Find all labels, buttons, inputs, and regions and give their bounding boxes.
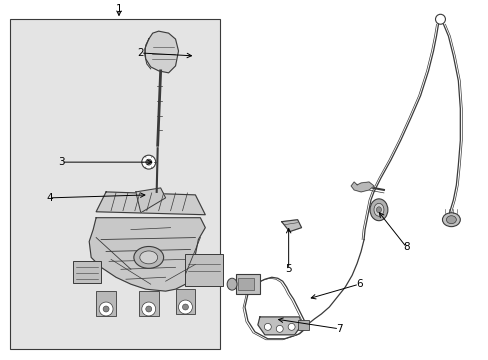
Text: 1: 1 xyxy=(116,4,122,14)
Polygon shape xyxy=(257,317,301,335)
Ellipse shape xyxy=(140,251,157,264)
Polygon shape xyxy=(350,182,373,192)
Text: 8: 8 xyxy=(403,243,409,252)
Ellipse shape xyxy=(446,216,455,224)
Circle shape xyxy=(142,302,155,316)
Polygon shape xyxy=(144,31,178,73)
Text: 4: 4 xyxy=(46,193,53,203)
Circle shape xyxy=(435,14,445,24)
Bar xyxy=(73,261,101,283)
Polygon shape xyxy=(89,218,205,291)
Text: 2: 2 xyxy=(137,48,144,58)
Circle shape xyxy=(103,306,109,312)
Bar xyxy=(297,320,309,330)
Text: 6: 6 xyxy=(355,279,362,289)
Polygon shape xyxy=(281,220,301,231)
Bar xyxy=(238,278,253,290)
Ellipse shape xyxy=(226,278,237,290)
Bar xyxy=(175,289,195,314)
Bar xyxy=(10,19,220,349)
Circle shape xyxy=(287,323,294,330)
Polygon shape xyxy=(136,188,165,213)
Ellipse shape xyxy=(376,207,381,213)
Bar xyxy=(96,291,116,316)
Circle shape xyxy=(142,155,155,169)
Bar xyxy=(139,291,158,316)
Circle shape xyxy=(264,323,271,330)
Text: 7: 7 xyxy=(335,324,342,334)
Ellipse shape xyxy=(442,213,459,227)
Text: 3: 3 xyxy=(58,157,64,167)
Bar xyxy=(185,255,223,286)
Ellipse shape xyxy=(134,247,163,268)
Ellipse shape xyxy=(369,199,387,221)
Circle shape xyxy=(99,302,113,316)
Circle shape xyxy=(145,306,151,312)
Circle shape xyxy=(178,300,192,314)
Ellipse shape xyxy=(373,203,383,216)
Bar xyxy=(236,274,259,294)
Circle shape xyxy=(276,325,283,332)
Circle shape xyxy=(145,159,151,165)
Text: 5: 5 xyxy=(285,264,291,274)
Polygon shape xyxy=(96,192,205,215)
Circle shape xyxy=(182,304,188,310)
